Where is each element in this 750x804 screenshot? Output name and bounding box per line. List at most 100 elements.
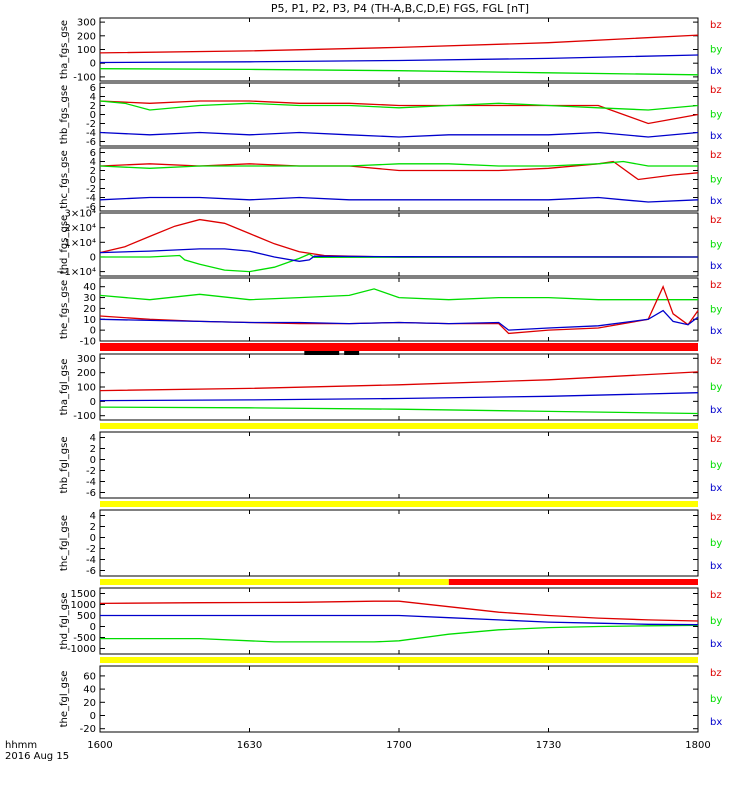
legend-bz: bz	[710, 150, 722, 161]
y-axis-label: thb_fgl_gse	[59, 437, 70, 494]
y-axis-label: thd_fgs_gse	[59, 215, 70, 274]
series-line-bz	[99, 600, 699, 622]
y-tick-label: 6	[90, 83, 96, 94]
panel-frame	[99, 353, 699, 421]
y-axis-label: thc_fgl_gse	[59, 515, 70, 571]
y-tick-label: −1×10⁴	[56, 267, 96, 278]
legend-bx: bx	[710, 66, 722, 77]
y-tick-label: 4	[90, 92, 96, 103]
y-tick-label: 1500	[71, 589, 96, 600]
y-tick-label: -2	[86, 466, 96, 477]
y-tick-label: 60	[83, 671, 96, 682]
status-bar-yellow	[100, 423, 698, 429]
y-tick-label: 20	[83, 304, 96, 315]
legend-bx: bx	[710, 131, 722, 142]
legend-bx: bx	[710, 261, 722, 272]
y-tick-label: 3×10⁴	[65, 209, 96, 220]
legend-bx: bx	[710, 326, 722, 337]
y-tick-label: 500	[77, 611, 96, 622]
y-tick-label: -1000	[67, 644, 96, 655]
series-line-bx	[99, 196, 699, 203]
series-line-bz	[99, 218, 698, 258]
y-axis-label: the_fgs_gse	[59, 280, 70, 339]
y-tick-label: -6	[86, 488, 96, 499]
legend-bx: bx	[710, 483, 722, 494]
y-tick-label: 0	[90, 533, 96, 544]
y-tick-label: 0	[90, 711, 96, 722]
panel-frame	[99, 509, 699, 577]
y-axis-label: the_fgl_gse	[59, 671, 70, 728]
legend-bx: bx	[710, 561, 722, 572]
status-bar-red	[100, 343, 698, 351]
x-tick-label: 1600	[87, 740, 112, 751]
panel-frame	[99, 17, 699, 82]
series-line-by	[100, 253, 699, 273]
legend-bx: bx	[710, 405, 722, 416]
series-line-bx	[99, 392, 699, 402]
y-axis-label: thd_fgl_gse	[59, 593, 70, 650]
y-tick-label: 6	[90, 148, 96, 159]
y-axis-label: tha_fgl_gse	[59, 359, 70, 416]
legend-by: by	[710, 538, 722, 549]
legend-bz: bz	[710, 215, 722, 226]
legend-by: by	[710, 240, 722, 251]
y-axis-label: thb_fgs_gse	[59, 85, 70, 144]
time-label-top: hhmm	[5, 740, 38, 751]
y-tick-label: 4	[90, 511, 96, 522]
series-line-by	[100, 624, 699, 643]
y-tick-label: 2	[90, 444, 96, 455]
legend-by: by	[710, 305, 722, 316]
y-tick-label: 1×10⁴	[65, 238, 96, 249]
y-tick-label: -4	[86, 477, 96, 488]
legend-by: by	[710, 382, 722, 393]
y-tick-label: 40	[83, 282, 96, 293]
panel-frame	[99, 431, 699, 499]
status-bar-red	[448, 579, 698, 585]
y-tick-label: 300	[77, 354, 96, 365]
series-line-by	[99, 68, 699, 76]
time-label-bottom: 2016 Aug 15	[5, 751, 70, 762]
series-line-by	[99, 160, 698, 169]
x-tick-label: 1730	[536, 740, 561, 751]
y-tick-label: 100	[77, 383, 96, 394]
panel-frame	[99, 277, 699, 342]
series-line-by	[99, 288, 698, 301]
y-tick-label: -100	[73, 411, 96, 422]
y-tick-label: 300	[77, 18, 96, 29]
series-line-bx	[99, 309, 699, 331]
legend-bx: bx	[710, 196, 722, 207]
x-tick-label: 1700	[386, 740, 411, 751]
y-tick-label: 30	[83, 293, 96, 304]
y-tick-label: -4	[86, 555, 96, 566]
y-tick-label: 20	[83, 698, 96, 709]
legend-by: by	[710, 175, 722, 186]
series-line-bx	[99, 131, 699, 138]
y-tick-label: 0	[90, 455, 96, 466]
y-tick-label: -2	[86, 119, 96, 130]
y-tick-label: -100	[73, 72, 96, 83]
status-bar-yellow	[100, 579, 449, 585]
legend-bz: bz	[710, 512, 722, 523]
legend-bz: bz	[710, 85, 722, 96]
y-axis-label: tha_fgs_gse	[59, 20, 70, 79]
y-tick-label: 40	[83, 685, 96, 696]
y-tick-label: -10	[80, 337, 96, 348]
y-tick-label: 0	[90, 110, 96, 121]
y-tick-label: -6	[86, 566, 96, 577]
x-tick-label: 1800	[685, 740, 710, 751]
legend-by: by	[710, 460, 722, 471]
series-line-bx	[100, 614, 699, 626]
y-tick-label: 2	[90, 166, 96, 177]
panel-frame	[99, 147, 699, 212]
series-line-bz	[99, 100, 699, 125]
y-tick-label: 200	[77, 31, 96, 42]
y-tick-label: 4	[90, 433, 96, 444]
y-tick-label: 0	[90, 397, 96, 408]
panel-frame	[99, 587, 699, 655]
y-tick-label: 4	[90, 157, 96, 168]
series-line-bx	[99, 248, 699, 262]
legend-by: by	[710, 45, 722, 56]
y-tick-label: -4	[86, 128, 96, 139]
